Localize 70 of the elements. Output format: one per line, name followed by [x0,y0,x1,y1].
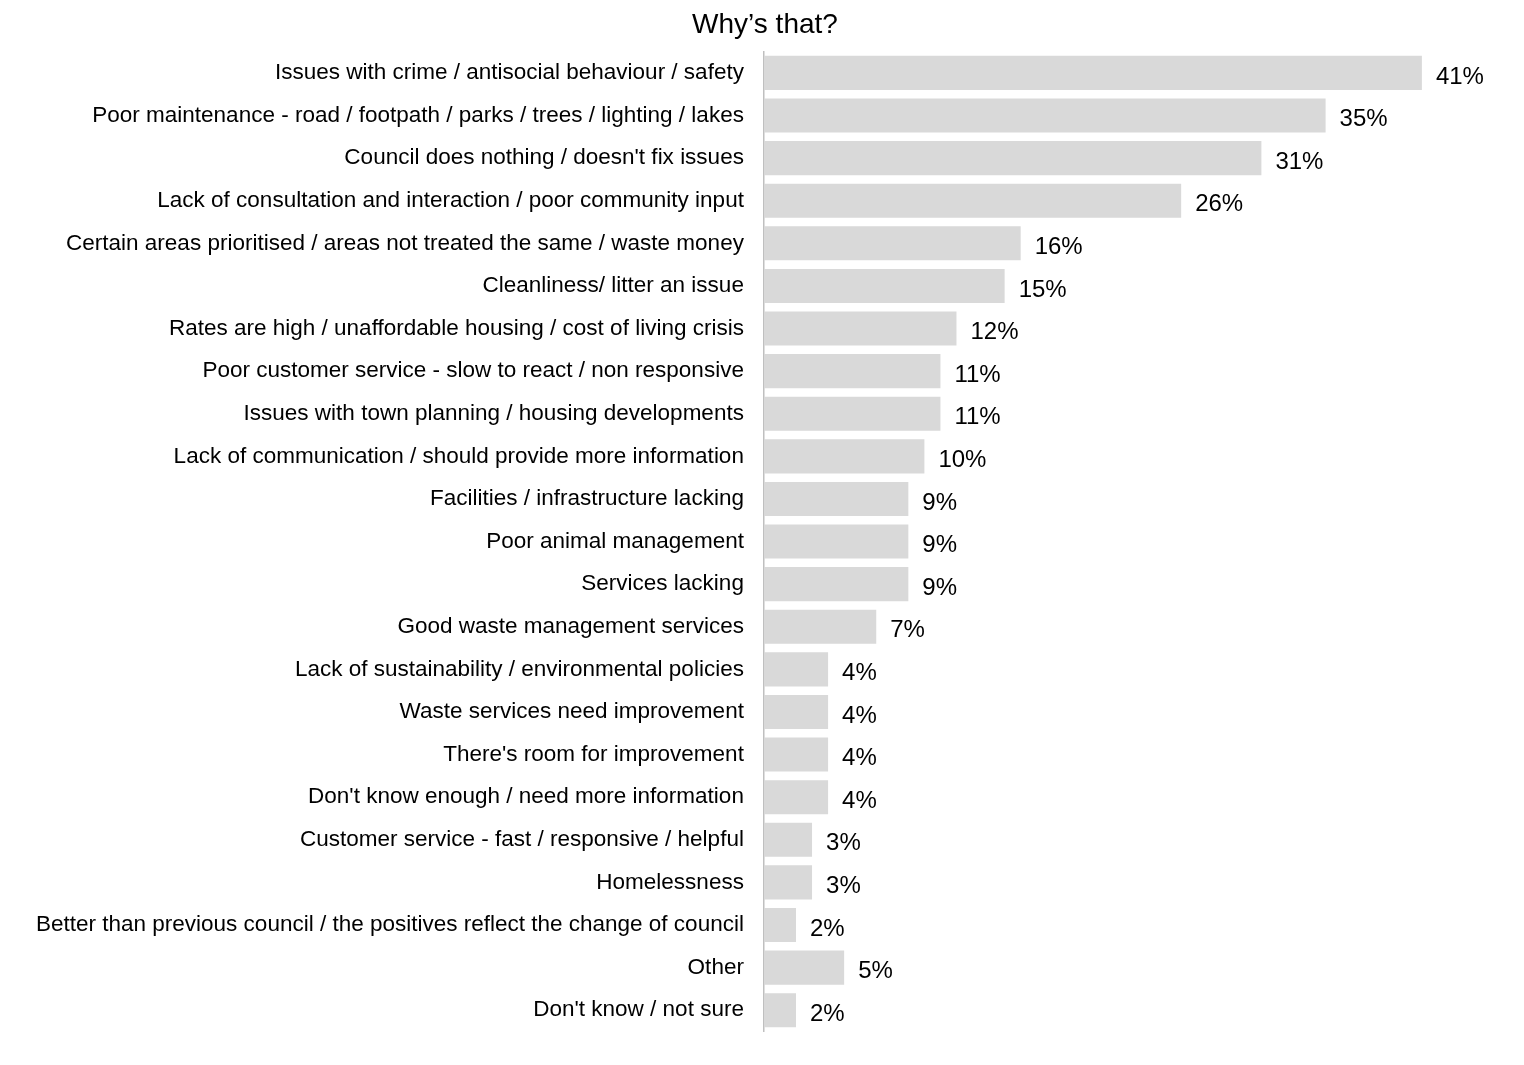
data-label: 15% [1018,274,1067,302]
y-tick-label: Lack of sustainability / environmental policies [294,655,744,681]
y-tick-label: Lack of consultation and interaction / poor community input [157,186,745,212]
data-label: 9% [922,572,958,600]
y-tick-label: There's room for improvement [443,740,745,766]
bar [763,55,1422,90]
y-tick-label: Lack of communication / should provide more information [173,442,744,468]
data-label: 10% [938,444,987,472]
bar [763,780,829,815]
data-label: 2% [810,913,845,941]
bar [763,354,941,389]
data-label: 2% [810,998,845,1026]
y-tick-label: Better than previous council / the positives reflect the change of council [36,911,744,937]
data-label: 4% [842,657,877,685]
bar [763,950,845,985]
y-tick-label: Poor maintenance - road / footpath / parks / trees / lighting / lakes [92,101,744,127]
y-tick-label: Rates are high / unaffordable housing / cost of living crisis [169,314,744,340]
data-label: 26% [1195,189,1244,217]
bar [763,481,909,516]
data-label: 12% [970,317,1019,345]
data-label: 7% [890,615,925,643]
bar [763,439,925,474]
y-tick-label: Don't know / not sure [533,996,744,1022]
data-label: 11% [954,402,1001,430]
bar [763,652,829,687]
data-label: 9% [922,530,958,558]
bar [763,567,909,602]
data-label: 4% [842,743,877,771]
bar [763,396,941,431]
data-label: 41% [1435,61,1484,89]
bar [763,141,1262,176]
y-tick-label: Issues with town planning / housing developments [243,399,744,425]
y-tick-label: Other [687,953,745,979]
y-tick-label: Don't know enough / need more information [308,783,744,809]
bar [763,865,813,900]
bar [763,993,796,1028]
bar [763,737,829,772]
data-label: 31% [1275,146,1324,174]
y-tick-label: Facilities / infrastructure lacking [430,485,744,511]
data-label: 3% [826,871,861,899]
bar [763,907,796,943]
data-label: 3% [826,828,861,856]
data-label: 35% [1339,104,1388,132]
y-tick-label: Poor customer service - slow to react / non responsive [202,357,744,383]
bar [763,524,909,559]
y-tick-label: Good waste management services [397,612,744,638]
y-tick-label: Waste services need improvement [399,698,745,724]
bar [763,98,1326,133]
bar [763,311,957,346]
bar [763,226,1021,261]
data-label: 16% [1034,231,1083,259]
data-label: 4% [842,785,877,813]
y-tick-label: Cleanliness/ litter an issue [482,272,744,298]
y-tick-label: Homelessness [596,868,744,894]
y-tick-label: Poor animal management [486,527,745,553]
bar [763,609,877,644]
bar [763,694,829,730]
chart-title: Why’s that? [692,7,838,39]
data-label: 9% [922,487,958,515]
y-tick-label: Customer service - fast / responsive / helpful [299,825,744,851]
y-tick-label: Certain areas prioritised / areas not treated the same / waste money [66,229,745,255]
data-label: 4% [842,700,877,728]
y-tick-label: Issues with crime / antisocial behaviour / safety [274,59,745,85]
data-label: 5% [858,956,893,984]
bar [763,268,1005,303]
bar [763,822,813,857]
data-label: 11% [954,359,1001,387]
y-tick-label: Council does nothing / doesn't fix issues [344,144,744,170]
bar [763,183,1182,218]
y-tick-label: Services lacking [581,570,744,596]
